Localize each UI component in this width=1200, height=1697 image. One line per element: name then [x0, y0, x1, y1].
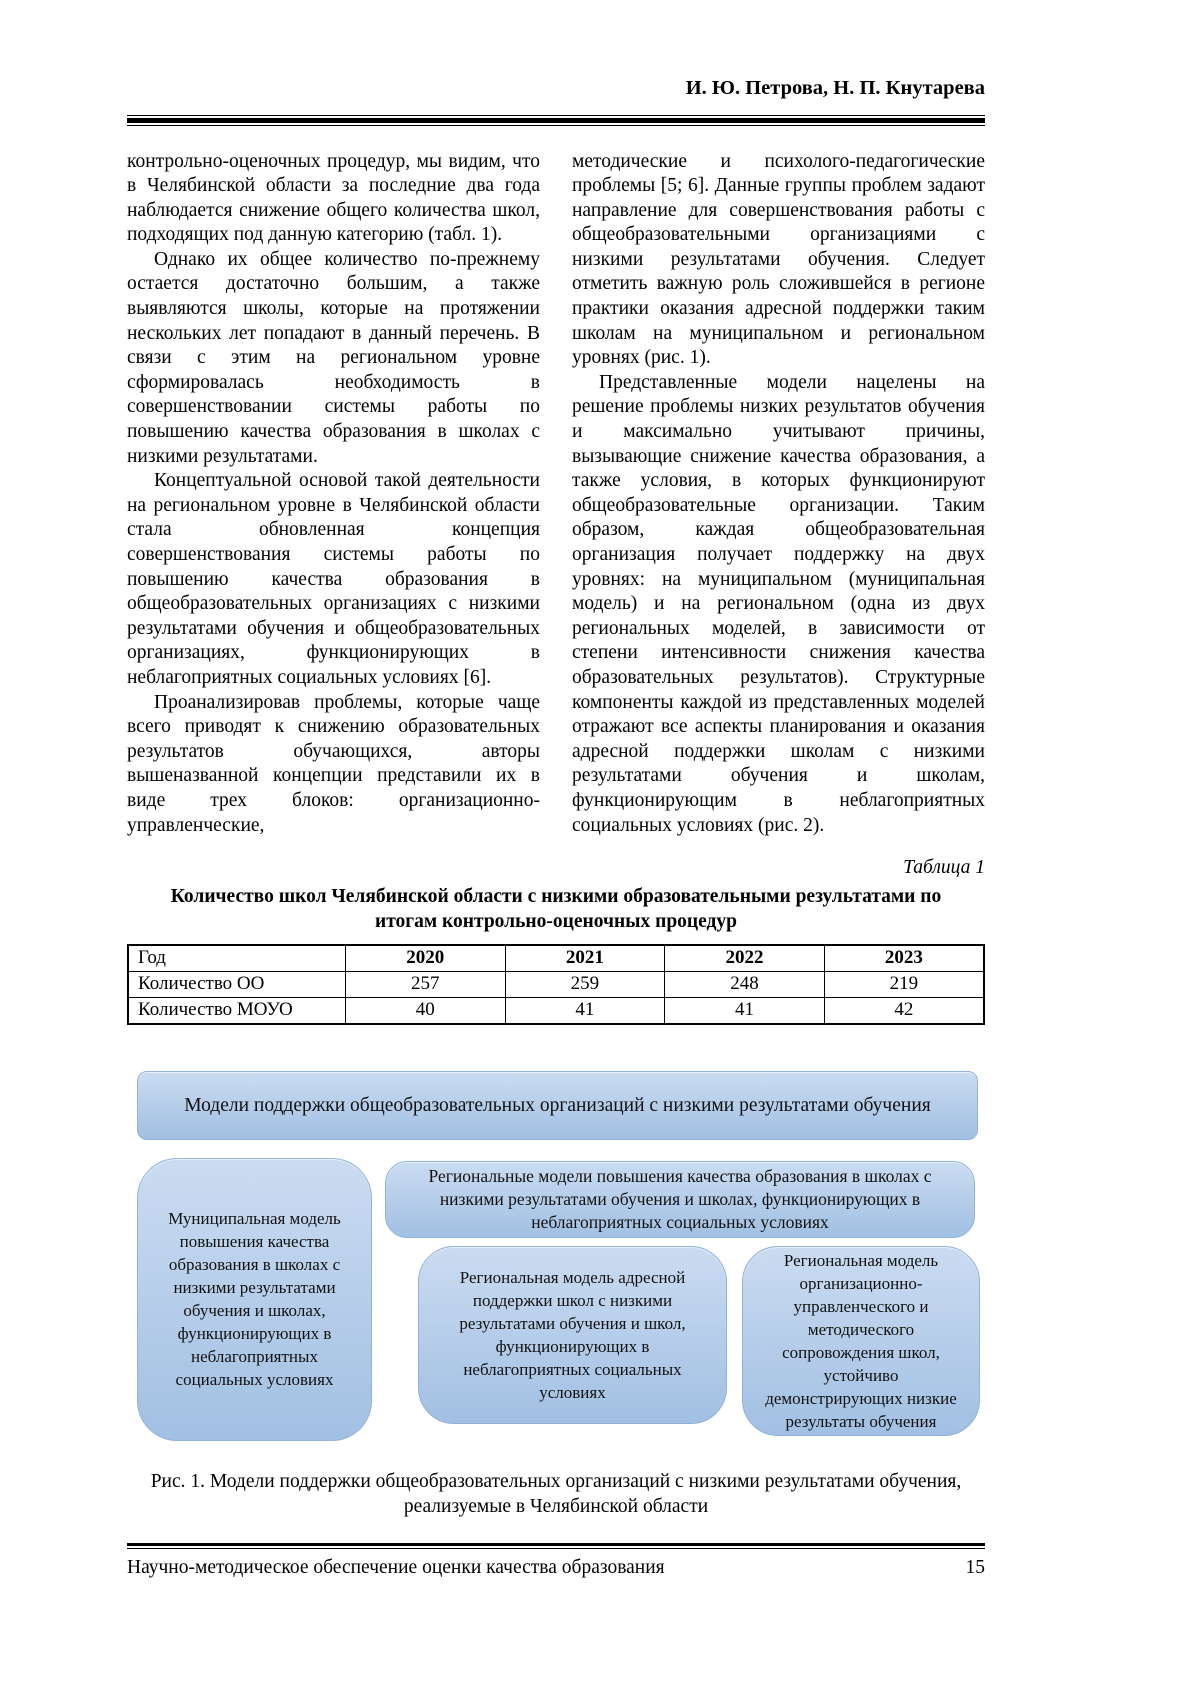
body-columns: контрольно-оценочных процедур, мы видим,…	[127, 150, 985, 842]
paragraph: Проанализировав проблемы, которые чаще в…	[127, 691, 540, 836]
table-cell: 41	[664, 996, 825, 1024]
paragraph: методические и психолого-педагогические …	[572, 150, 985, 369]
page-footer: Научно-методическое обеспечение оценки к…	[127, 1543, 985, 1580]
table-cell: 248	[664, 970, 825, 998]
table-title: Количество школ Челябинской области с ни…	[170, 885, 942, 932]
table-cell: 2021	[504, 944, 666, 972]
footer-page-number: 15	[965, 1556, 986, 1578]
figure-municipal-model-box: Муниципальная модель повышения качества …	[137, 1157, 372, 1441]
footer-journal-title: Научно-методическое обеспечение оценки к…	[127, 1556, 665, 1578]
paragraph: Представленные модели нацелены на решени…	[572, 371, 985, 836]
header-rule	[127, 115, 985, 126]
table-row: Количество ОО 257 259 248 219	[127, 970, 985, 998]
figure-regional-org-box: Региональная модель организационно-управ…	[742, 1245, 980, 1436]
table-header-row: Год 2020 2021 2022 2023	[127, 944, 985, 972]
table-label: Таблица 1	[903, 856, 985, 878]
figure-caption: Рис. 1. Модели поддержки общеобразовател…	[150, 1470, 962, 1517]
table-cell: 257	[344, 970, 506, 998]
table-cell: 219	[823, 970, 985, 998]
table-cell: Год	[127, 944, 346, 972]
figure-diagram: Модели поддержки общеобразовательных орг…	[127, 1070, 985, 1445]
figure-banner-box: Модели поддержки общеобразовательных орг…	[137, 1070, 978, 1140]
table-cell: 259	[504, 970, 666, 998]
table-cell: 40	[344, 996, 506, 1024]
table-row: Количество МОУО 40 41 41 42	[127, 996, 985, 1024]
table-cell: 2022	[664, 944, 825, 972]
paragraph: контрольно-оценочных процедур, мы видим,…	[127, 150, 540, 246]
header-rule-bar	[127, 118, 985, 123]
paragraph: Концептуальной основой такой деятельност…	[127, 470, 540, 688]
table-cell: Количество ОО	[127, 970, 346, 998]
footer-rule	[127, 1543, 985, 1549]
data-table: Год 2020 2021 2022 2023 Количество ОО 25…	[127, 943, 985, 1025]
left-column: контрольно-оценочных процедур, мы видим,…	[127, 150, 540, 839]
footer-rule-bar	[127, 1543, 985, 1546]
table-cell: Количество МОУО	[127, 996, 346, 1024]
figure-regional-models-box: Региональные модели повышения качества о…	[385, 1160, 975, 1238]
running-head-authors: И. Ю. Петрова, Н. П. Кнутарева	[685, 77, 985, 99]
table-cell: 41	[504, 996, 666, 1024]
table-cell: 2023	[823, 944, 985, 972]
table-cell: 2020	[344, 944, 506, 972]
table-cell: 42	[823, 996, 985, 1024]
right-column: методические и психолого-педагогические …	[572, 150, 985, 839]
figure-regional-address-box: Региональная модель адресной поддержки ш…	[418, 1245, 727, 1424]
paragraph: Однако их общее количество по-прежнему о…	[127, 248, 540, 467]
